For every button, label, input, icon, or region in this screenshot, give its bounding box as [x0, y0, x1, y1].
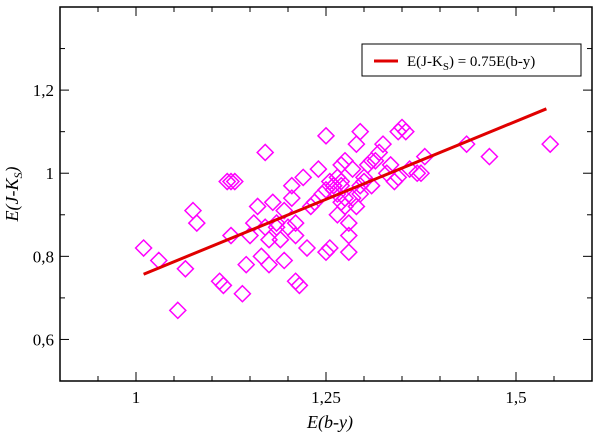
x-tick-label: 1,25 — [311, 388, 341, 407]
data-point — [309, 160, 328, 179]
data-point — [316, 243, 336, 262]
data-point — [343, 189, 362, 208]
data-points — [134, 118, 560, 320]
data-point — [339, 243, 358, 262]
data-point — [297, 238, 317, 258]
data-point — [347, 197, 366, 216]
fit-line-group — [143, 107, 547, 276]
axis-ticks: 1 1,25 1,5 0,6 0,8 1 1,2 — [33, 6, 593, 407]
data-point — [256, 143, 275, 162]
data-point — [370, 143, 389, 162]
data-point — [168, 301, 187, 320]
y-tick-label: 0,6 — [33, 330, 54, 349]
data-point — [286, 214, 305, 233]
data-point — [134, 238, 153, 258]
data-point — [389, 168, 408, 187]
legend-label: E(J-KS) = 0.75E(b-y) — [407, 54, 535, 73]
data-point — [354, 172, 374, 191]
data-point — [259, 255, 279, 274]
data-point — [339, 226, 358, 245]
data-point — [233, 284, 252, 303]
data-point — [457, 135, 476, 154]
data-point — [396, 122, 415, 141]
y-tick-label: 1 — [46, 164, 55, 183]
data-point — [294, 168, 313, 187]
data-point — [252, 247, 271, 266]
data-point — [290, 276, 309, 295]
data-point — [316, 126, 336, 145]
data-point — [385, 172, 404, 191]
data-point — [351, 122, 370, 141]
data-point — [225, 172, 244, 191]
data-point — [332, 193, 351, 212]
fit-line — [143, 107, 547, 276]
data-point — [408, 164, 427, 183]
data-point — [244, 214, 263, 233]
data-point — [221, 172, 241, 191]
data-point — [343, 160, 362, 179]
data-point — [358, 155, 377, 174]
data-point — [267, 218, 286, 237]
y-axis-title-subscript: S — [11, 173, 25, 179]
y-tick-label: 0,8 — [33, 247, 54, 266]
data-point — [389, 122, 408, 141]
data-point — [275, 201, 294, 220]
data-point — [286, 226, 305, 245]
data-point — [411, 164, 431, 183]
data-point — [275, 251, 294, 270]
data-point — [480, 147, 499, 166]
data-point — [218, 172, 237, 191]
data-point — [415, 147, 434, 166]
legend-label-subscript: S — [443, 61, 449, 73]
legend: E(J-KS) = 0.75E(b-y) — [361, 43, 582, 77]
data-point — [248, 197, 267, 216]
data-point — [176, 259, 195, 278]
data-point — [335, 189, 355, 208]
data-point — [263, 193, 282, 212]
data-point — [351, 184, 370, 204]
data-point — [320, 238, 339, 258]
data-point — [221, 226, 241, 245]
legend-box — [361, 43, 582, 77]
data-point — [187, 214, 206, 233]
data-point — [373, 135, 393, 154]
data-point — [237, 255, 256, 274]
data-point — [347, 135, 366, 154]
x-tick-label: 1 — [132, 388, 141, 407]
x-tick-label: 1,5 — [505, 388, 526, 407]
data-point — [541, 135, 560, 154]
data-point — [328, 168, 347, 187]
data-point — [259, 230, 279, 249]
data-point — [282, 189, 301, 208]
data-point — [282, 176, 301, 195]
x-axis-title: E(b-y) — [306, 412, 353, 433]
data-point — [214, 276, 233, 295]
y-axis-title: E(J-KS) — [2, 167, 25, 223]
data-point — [339, 214, 358, 233]
y-tick-label: 1,2 — [33, 81, 54, 100]
